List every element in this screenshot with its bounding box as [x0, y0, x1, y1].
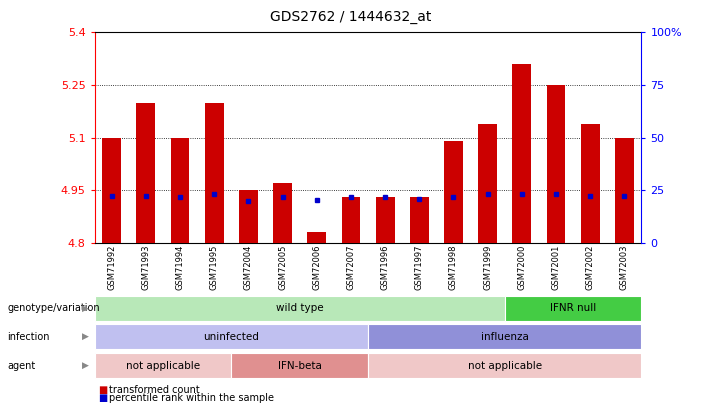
Text: percentile rank within the sample: percentile rank within the sample	[109, 393, 273, 403]
Text: not applicable: not applicable	[468, 361, 542, 371]
Bar	[444, 141, 463, 243]
Bar	[341, 197, 360, 243]
Bar	[231, 353, 368, 378]
Text: ▶: ▶	[82, 304, 89, 313]
Bar	[137, 102, 156, 243]
Bar	[95, 296, 505, 321]
Text: ■: ■	[98, 393, 107, 403]
Text: GDS2762 / 1444632_at: GDS2762 / 1444632_at	[270, 10, 431, 24]
Text: ■: ■	[98, 385, 107, 395]
Bar	[478, 124, 497, 243]
Text: agent: agent	[7, 361, 35, 371]
Bar	[505, 296, 641, 321]
Text: IFNR null: IFNR null	[550, 303, 596, 313]
Text: genotype/variation: genotype/variation	[7, 303, 100, 313]
Text: influenza: influenza	[481, 332, 529, 341]
Bar	[547, 85, 566, 243]
Text: infection: infection	[7, 332, 50, 341]
Bar	[512, 64, 531, 243]
Bar	[95, 353, 231, 378]
Bar	[615, 138, 634, 243]
Text: uninfected: uninfected	[203, 332, 259, 341]
Text: ▶: ▶	[82, 332, 89, 341]
Text: IFN-beta: IFN-beta	[278, 361, 322, 371]
Text: not applicable: not applicable	[126, 361, 200, 371]
Bar	[580, 124, 599, 243]
Bar	[410, 197, 429, 243]
Text: ▶: ▶	[82, 361, 89, 370]
Bar	[368, 353, 641, 378]
Bar	[170, 138, 189, 243]
Text: transformed count: transformed count	[109, 385, 199, 395]
Bar	[205, 102, 224, 243]
Bar	[95, 324, 368, 349]
Bar	[239, 190, 258, 243]
Bar	[307, 232, 326, 243]
Bar	[273, 183, 292, 243]
Bar	[102, 138, 121, 243]
Text: wild type: wild type	[276, 303, 323, 313]
Bar	[376, 197, 395, 243]
Bar	[368, 324, 641, 349]
